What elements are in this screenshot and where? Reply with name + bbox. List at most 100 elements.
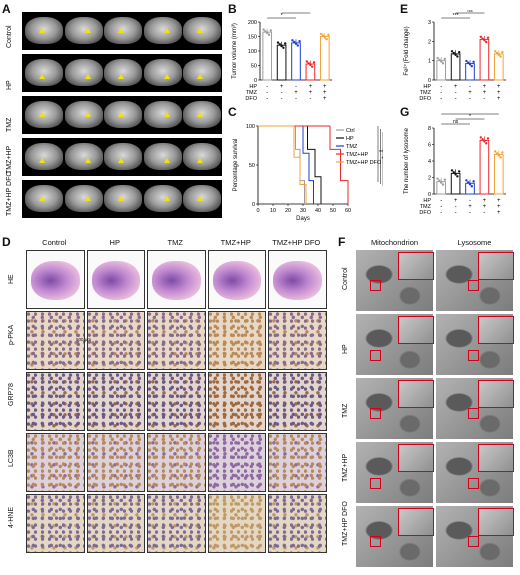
y-tick-label: 150	[248, 35, 257, 41]
tem-micrograph	[436, 314, 514, 375]
y-tick-label: 100	[246, 124, 255, 130]
factor-value: +	[294, 90, 298, 96]
brain-section	[212, 261, 261, 300]
survival-curve	[258, 125, 307, 204]
panel-a-row-label: Control	[6, 25, 13, 48]
factor-name: HP	[423, 84, 431, 90]
mri-slice	[183, 143, 221, 170]
tumor-arrow-icon	[118, 74, 124, 79]
y-tick-label: 0	[428, 78, 431, 84]
panel-a-mri-row	[22, 180, 222, 218]
tumor-arrow-icon	[84, 158, 91, 163]
survival-curve	[258, 125, 305, 204]
tumor-arrow-icon	[39, 158, 45, 163]
mri-slice	[104, 59, 142, 86]
factor-value: -	[455, 204, 457, 210]
legend-entry: TMZ+HP	[346, 152, 368, 158]
roi-box	[370, 478, 381, 489]
panel-label-a: A	[2, 2, 11, 16]
ihc-tissue-image	[26, 433, 85, 492]
tumor-arrow-icon	[118, 158, 124, 163]
factor-value: -	[455, 96, 457, 102]
data-point	[494, 50, 497, 53]
panel-d-row-label: LC3B	[8, 449, 15, 467]
data-point	[468, 63, 472, 66]
tem-micrograph	[356, 378, 434, 439]
panel-f-col-label: Lysosome	[457, 238, 492, 247]
ihc-tissue-image	[26, 494, 85, 553]
y-tick-label: 50	[249, 163, 255, 169]
mri-slice	[183, 101, 221, 128]
brain-section	[273, 261, 322, 300]
tem-micrograph	[436, 506, 514, 567]
brain-section	[31, 261, 80, 300]
data-point	[499, 55, 502, 58]
data-point	[456, 55, 459, 58]
panel-label-d: D	[2, 235, 11, 249]
data-point	[440, 181, 443, 184]
x-tick-label: 50	[330, 208, 336, 214]
data-point	[470, 185, 473, 188]
ihc-tissue-image	[26, 372, 85, 431]
zoom-inset	[478, 444, 514, 472]
mri-slice	[25, 101, 63, 128]
zoom-inset	[478, 508, 514, 536]
sig-label: **	[379, 150, 383, 156]
data-point	[284, 42, 287, 45]
bar	[450, 53, 461, 81]
mri-slice	[64, 143, 103, 170]
data-point	[483, 39, 486, 42]
data-point	[486, 137, 490, 140]
factor-value: +	[497, 198, 501, 204]
y-tick-label: 0	[252, 202, 255, 208]
data-point	[467, 181, 470, 184]
roi-box	[468, 408, 479, 419]
bar	[262, 31, 273, 81]
y-tick-label: 6	[428, 143, 431, 149]
data-point	[501, 50, 504, 54]
ihc-tissue-image	[86, 311, 145, 370]
factor-value: +	[309, 90, 313, 96]
zoom-inset	[478, 252, 514, 280]
scale-bar-label: 500 μm	[76, 337, 92, 342]
data-point	[472, 60, 475, 64]
y-axis-label: Percentage survival	[233, 139, 239, 192]
panel-label-g: G	[400, 105, 410, 119]
data-point	[323, 36, 326, 39]
factor-value: -	[266, 84, 268, 90]
factor-name: DFO	[419, 210, 431, 216]
panel-d-col-label: TMZ+HP	[220, 238, 251, 247]
factor-value: -	[281, 96, 283, 102]
sig-label: ***	[453, 13, 459, 19]
panel-c-chart: 0 50 100 0 10 20 30 40 50 60 Percentage survival Da…	[233, 124, 383, 222]
factor-value: -	[295, 96, 297, 102]
mri-slice	[104, 185, 142, 212]
data-point	[441, 62, 445, 65]
tumor-arrow-icon	[163, 28, 170, 33]
sig-label: *	[281, 13, 283, 19]
panel-d-col-label: TMZ+HP DFO	[272, 238, 321, 247]
x-tick-label: 0	[256, 208, 259, 214]
data-point	[452, 171, 455, 174]
tumor-arrow-icon	[39, 74, 45, 79]
factor-value: -	[483, 96, 485, 102]
ihc-tissue-image	[268, 372, 327, 431]
data-point	[327, 33, 330, 36]
roi-box	[370, 536, 381, 547]
data-point	[452, 51, 455, 55]
data-point	[495, 51, 499, 55]
factor-value: +	[323, 96, 327, 102]
factor-name: DFO	[419, 96, 431, 102]
data-point	[436, 177, 439, 180]
panel-f-row-label: TMZ+HP	[342, 453, 349, 482]
data-point	[468, 183, 472, 186]
mri-slice	[143, 185, 182, 212]
panel-a-mri-row	[22, 12, 222, 50]
panel-a-row-label: TMZ	[6, 117, 13, 132]
data-point	[454, 173, 457, 176]
factor-value: -	[309, 96, 311, 102]
panel-a-row-label: TMZ+HP DFO	[6, 171, 13, 216]
bar	[465, 63, 475, 81]
factor-name: HP	[423, 198, 431, 204]
